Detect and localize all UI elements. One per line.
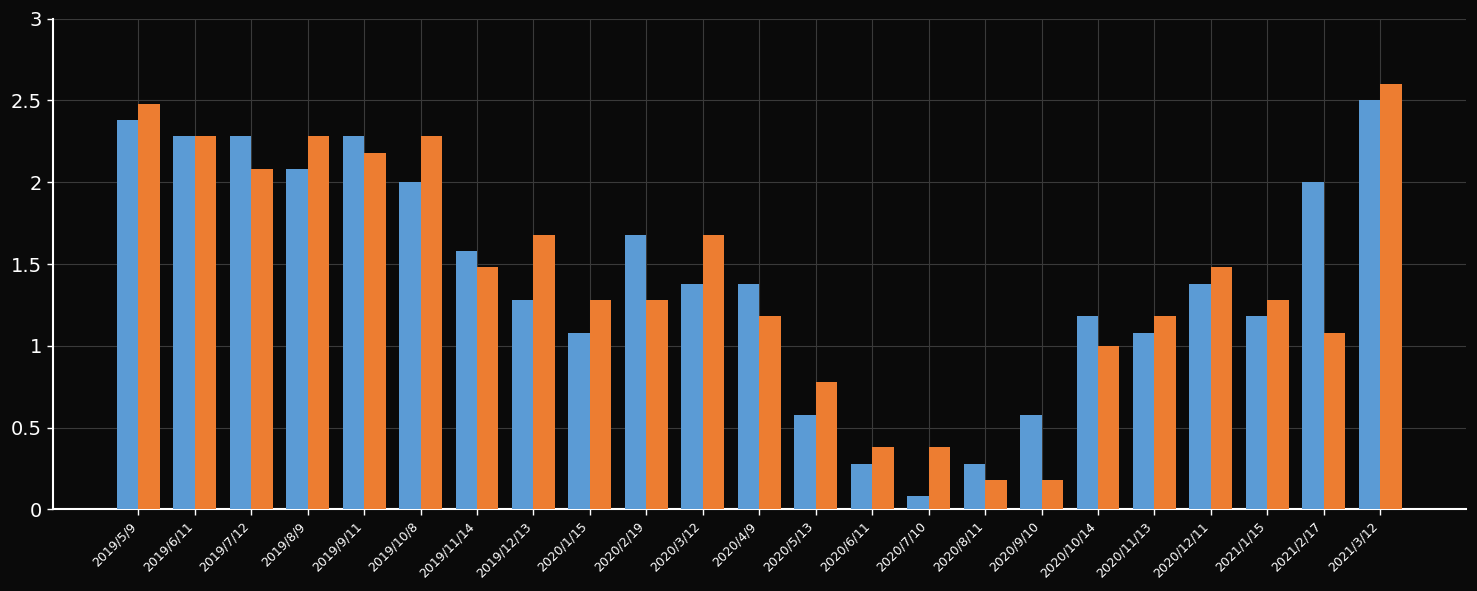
Bar xyxy=(1041,480,1063,509)
Bar xyxy=(477,267,498,509)
Bar xyxy=(365,153,385,509)
Bar xyxy=(963,464,985,509)
Bar xyxy=(1155,316,1176,509)
Bar xyxy=(1211,267,1232,509)
Bar xyxy=(513,300,533,509)
Bar xyxy=(1189,284,1211,509)
Bar xyxy=(738,284,759,509)
Bar xyxy=(1267,300,1289,509)
Bar xyxy=(1133,333,1155,509)
Bar xyxy=(533,235,555,509)
Bar xyxy=(117,120,139,509)
Bar xyxy=(589,300,611,509)
Bar xyxy=(173,137,195,509)
Bar xyxy=(929,447,950,509)
Bar xyxy=(251,169,273,509)
Bar xyxy=(455,251,477,509)
Bar xyxy=(681,284,703,509)
Bar xyxy=(195,137,216,509)
Bar xyxy=(625,235,647,509)
Bar xyxy=(759,316,781,509)
Bar xyxy=(795,414,815,509)
Bar xyxy=(307,137,329,509)
Bar xyxy=(569,333,589,509)
Bar xyxy=(1380,84,1402,509)
Bar xyxy=(1077,316,1097,509)
Bar xyxy=(399,182,421,509)
Bar xyxy=(647,300,668,509)
Bar xyxy=(1303,182,1323,509)
Bar xyxy=(1323,333,1346,509)
Bar xyxy=(421,137,442,509)
Bar xyxy=(230,137,251,509)
Bar xyxy=(343,137,365,509)
Bar xyxy=(1097,346,1120,509)
Bar xyxy=(1359,100,1380,509)
Bar xyxy=(815,382,837,509)
Bar xyxy=(1021,414,1041,509)
Bar xyxy=(703,235,724,509)
Bar xyxy=(871,447,894,509)
Bar xyxy=(1247,316,1267,509)
Bar xyxy=(851,464,871,509)
Bar xyxy=(985,480,1006,509)
Bar xyxy=(287,169,307,509)
Bar xyxy=(907,496,929,509)
Bar xyxy=(139,103,160,509)
